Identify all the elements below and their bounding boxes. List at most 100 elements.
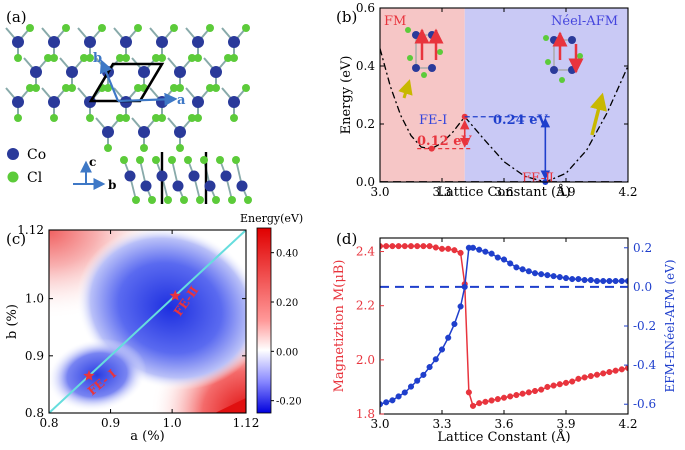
lattice-vector-a: a xyxy=(177,93,186,108)
cl-atom xyxy=(188,114,196,122)
x-axis-label: a (%) xyxy=(130,429,164,444)
fe1-annotation: FE-Ⅰ xyxy=(419,113,447,128)
panel-c: (c) FE- Ⅰ FE-Ⅱ 0.8 0.9 1.0 1.120.80.91.01.1… xyxy=(5,212,303,444)
minimum-star xyxy=(83,369,95,381)
cl-atom xyxy=(224,54,232,62)
colorbar-tick-label: 0.00 xyxy=(276,347,298,358)
co-legend-label: Co xyxy=(27,147,46,163)
energy-difference-point xyxy=(587,276,594,284)
afm-region-label: Néel-AFM xyxy=(551,14,618,29)
fm-spin-inset xyxy=(398,27,444,99)
energy-difference-point xyxy=(618,277,625,285)
co-atom xyxy=(12,96,24,108)
y-right-tick-label: 0.2 xyxy=(633,241,652,255)
x-tick-label: 0.8 xyxy=(39,416,58,430)
y-tick-label: 0.9 xyxy=(25,349,44,363)
energy-difference-point xyxy=(457,303,464,310)
panel-a-label: (a) xyxy=(6,8,27,26)
cl-atom xyxy=(194,114,202,122)
panel-b-axes: 3.0 3.3 3.6 3.9 4.2 0.0 0.2 0.4 0.6 Lattice Const… xyxy=(339,1,638,200)
cl-atom xyxy=(116,114,124,122)
magnetization-point xyxy=(562,379,570,386)
cl-atom xyxy=(200,156,208,164)
y-tick-label: 0.6 xyxy=(356,1,375,15)
cl-legend-label: Cl xyxy=(27,170,43,186)
cl-atom xyxy=(116,54,124,62)
energy-difference-point xyxy=(531,270,539,277)
co-atom xyxy=(66,66,78,78)
cl-atom xyxy=(242,84,250,92)
energy-difference-point xyxy=(482,248,489,255)
x-tick-label: 3.6 xyxy=(494,185,513,199)
y-axis-label: b (%) xyxy=(5,304,20,339)
cl-atom xyxy=(104,84,112,92)
cl-legend-marker xyxy=(7,171,19,183)
magnetization-point xyxy=(593,371,601,378)
axis-b-label: b xyxy=(108,178,116,192)
magnetization-point xyxy=(420,243,427,250)
cl-atom xyxy=(26,24,34,32)
cl-atom xyxy=(152,114,160,122)
fe1-barrier-label: 0.12 eV xyxy=(417,134,472,149)
energy-difference-point xyxy=(562,275,570,282)
magnetization-point xyxy=(482,398,489,405)
y-axis-label: Energy (eV) xyxy=(339,56,354,135)
cl-atom xyxy=(26,84,34,92)
cl-atom xyxy=(228,196,236,204)
colorbar-tick-label: 0.40 xyxy=(276,249,298,260)
cl-atom xyxy=(148,196,156,204)
afm-region xyxy=(464,8,628,182)
energy-difference-point xyxy=(544,272,551,279)
co-atom xyxy=(188,170,200,182)
energy-series-line xyxy=(380,48,466,150)
plot-frame xyxy=(48,229,247,414)
magnetization-point xyxy=(525,389,532,396)
cl-atom xyxy=(158,54,166,62)
y-right-tick-label: -0.6 xyxy=(633,397,656,411)
co-atom xyxy=(156,96,168,108)
y-right-tick-label: 0.0 xyxy=(633,280,652,294)
panel-c-label: (c) xyxy=(6,230,26,248)
cl-atom xyxy=(132,196,140,204)
magnetization-point xyxy=(465,389,472,396)
cl-atom xyxy=(212,196,220,204)
co-atom xyxy=(124,170,136,182)
cl-atom xyxy=(104,144,112,152)
co-atom xyxy=(156,170,168,182)
magnetization-point xyxy=(445,245,452,252)
cl-atom xyxy=(180,196,188,204)
cl-atom xyxy=(140,144,148,152)
co-atom xyxy=(220,170,232,182)
cl-atom xyxy=(14,54,22,62)
energy-difference-point xyxy=(407,383,415,390)
energy-difference-point xyxy=(383,399,390,406)
panel-c-axes: 0.8 0.9 1.0 1.12 0.8 0.9 1.0 1.12 a (%) b (%) xyxy=(5,223,259,444)
energy-difference-point xyxy=(569,276,576,283)
cl-atom xyxy=(122,54,130,62)
co-atom xyxy=(192,96,204,108)
co-atom xyxy=(140,180,152,192)
magnetization-point xyxy=(575,375,582,382)
co-legend-marker xyxy=(7,148,19,160)
panel-b-label: (b) xyxy=(336,8,357,26)
cl-atom xyxy=(98,24,106,32)
co-atom xyxy=(228,96,240,108)
y-tick-label: 0.4 xyxy=(356,59,375,73)
cl-atom xyxy=(184,156,192,164)
magnetization-point xyxy=(383,243,390,250)
energy-difference-point xyxy=(556,274,563,281)
cl-atom xyxy=(86,54,94,62)
energy-difference-point xyxy=(420,371,427,378)
legend-co: Co xyxy=(7,147,46,163)
cl-atom xyxy=(136,156,144,164)
magnetization-point xyxy=(507,393,514,400)
cl-atom xyxy=(188,54,196,62)
x-tick-label: 0.9 xyxy=(101,416,120,430)
x-tick-label: 3.0 xyxy=(370,417,389,431)
co-atom xyxy=(48,96,60,108)
x-tick-label: 4.2 xyxy=(618,417,637,431)
cl-atom xyxy=(206,84,214,92)
magnetization-point xyxy=(500,394,508,401)
magnetization-energy-curves xyxy=(380,243,628,409)
y-tick-label: 1.0 xyxy=(25,292,44,306)
